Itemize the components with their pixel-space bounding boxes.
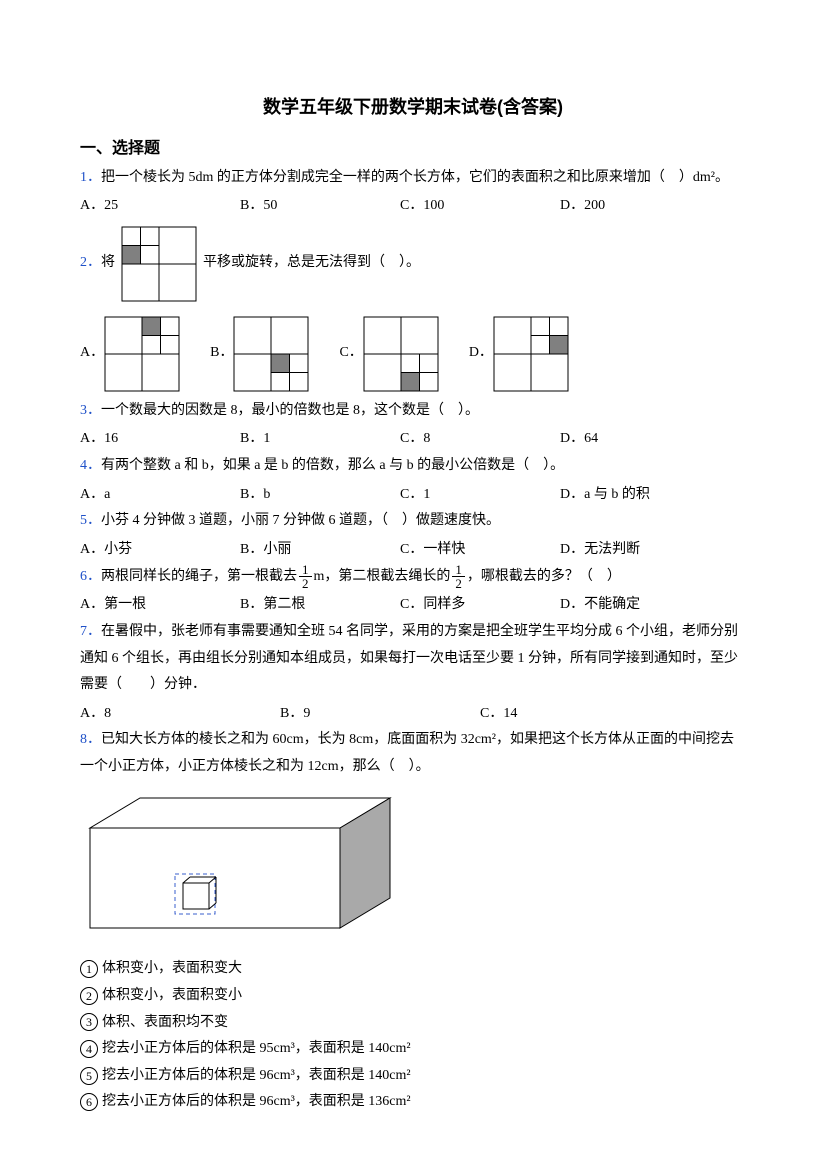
q2-options: A． B． [80, 316, 746, 392]
question-5: 5．小芬 4 分钟做 3 道题，小丽 7 分钟做 6 道题，（ ）做题速度快。 [80, 508, 746, 535]
q2-opt-c-figure [363, 316, 439, 392]
page-title: 数学五年级下册数学期末试卷(含答案) [80, 90, 746, 124]
question-8: 8．已知大长方体的棱长之和为 60cm，长为 8cm，底面面积为 32cm²，如… [80, 727, 746, 780]
q3-opt-a: A．16 [80, 426, 240, 453]
question-6: 6． 两根同样长的绳子，第一根截去 12 m，第二根截去绳长的 12 ，哪根截去… [80, 563, 746, 590]
q8-figure [80, 788, 746, 948]
q6-text-a: 两根同样长的绳子，第一根截去 [101, 564, 297, 591]
q6-opt-d: D．不能确定 [560, 592, 720, 619]
section-1-header: 一、选择题 [80, 134, 746, 164]
q8-number: 8． [80, 732, 101, 747]
q1-number: 1． [80, 170, 101, 185]
q2-opt-d-label: D． [469, 340, 493, 367]
q4-options: A．a B．b C．1 D．a 与 b 的积 [80, 482, 746, 509]
q1-opt-b: B．50 [240, 193, 400, 220]
q5-opt-a: A．小芬 [80, 537, 240, 564]
q8-item-6: 6挖去小正方体后的体积是 96cm³，表面积是 136cm² [80, 1089, 746, 1116]
q6-frac-1: 12 [299, 563, 312, 590]
q8-item-5: 5挖去小正方体后的体积是 96cm³，表面积是 140cm² [80, 1063, 746, 1090]
q5-text: 小芬 4 分钟做 3 道题，小丽 7 分钟做 6 道题，（ ）做题速度快。 [101, 513, 500, 528]
question-2: 2． 将 平移或旋转，总是无法得到（ ）。 [80, 226, 746, 302]
q3-opt-d: D．64 [560, 426, 720, 453]
q8-item-2: 2体积变小，表面积变小 [80, 983, 746, 1010]
q4-number: 4． [80, 458, 101, 473]
q4-opt-a: A．a [80, 482, 240, 509]
q4-opt-b: B．b [240, 482, 400, 509]
q6-opt-a: A．第一根 [80, 592, 240, 619]
q2-opt-a-figure [104, 316, 180, 392]
q7-opt-a: A．8 [80, 701, 280, 728]
q6-number: 6． [80, 564, 101, 591]
q3-number: 3． [80, 403, 101, 418]
q8-text: 已知大长方体的棱长之和为 60cm，长为 8cm，底面面积为 32cm²，如果把… [80, 732, 734, 774]
q5-opt-c: C．一样快 [400, 537, 560, 564]
q2-opt-b: B． [210, 316, 309, 392]
q1-opt-d: D．200 [560, 193, 720, 220]
question-4: 4．有两个整数 a 和 b，如果 a 是 b 的倍数，那么 a 与 b 的最小公… [80, 453, 746, 480]
q2-text-b: 平移或旋转，总是无法得到（ ）。 [203, 250, 420, 277]
q5-opt-b: B．小丽 [240, 537, 400, 564]
q4-text: 有两个整数 a 和 b，如果 a 是 b 的倍数，那么 a 与 b 的最小公倍数… [101, 458, 564, 473]
q7-opt-b: B．9 [280, 701, 480, 728]
q6-opt-c: C．同样多 [400, 592, 560, 619]
q5-opt-d: D．无法判断 [560, 537, 720, 564]
q2-stem-figure [121, 226, 197, 302]
q6-text-c: ，哪根截去的多？（ ） [467, 564, 621, 591]
q2-opt-d-figure [493, 316, 569, 392]
q3-text: 一个数最大的因数是 8，最小的倍数也是 8，这个数是（ ）。 [101, 403, 479, 418]
q6-opt-b: B．第二根 [240, 592, 400, 619]
q8-item-1: 1体积变小，表面积变大 [80, 956, 746, 983]
q8-item-4: 4挖去小正方体后的体积是 95cm³，表面积是 140cm² [80, 1036, 746, 1063]
q1-options: A．25 B．50 C．100 D．200 [80, 193, 746, 220]
q2-opt-a: A． [80, 316, 180, 392]
q1-text: 把一个棱长为 5dm 的正方体分割成完全一样的两个长方体，它们的表面积之和比原来… [101, 170, 729, 185]
q6-options: A．第一根 B．第二根 C．同样多 D．不能确定 [80, 592, 746, 619]
q2-opt-a-label: A． [80, 340, 104, 367]
q7-number: 7． [80, 624, 101, 639]
q7-opt-c: C．14 [480, 701, 680, 728]
q5-options: A．小芬 B．小丽 C．一样快 D．无法判断 [80, 537, 746, 564]
q4-opt-d: D．a 与 b 的积 [560, 482, 720, 509]
q6-frac-2: 12 [452, 563, 465, 590]
q1-opt-a: A．25 [80, 193, 240, 220]
q2-opt-b-figure [233, 316, 309, 392]
q5-number: 5． [80, 513, 101, 528]
q2-opt-d: D． [469, 316, 569, 392]
q8-item-3: 3体积、表面积均不变 [80, 1010, 746, 1037]
question-1: 1．把一个棱长为 5dm 的正方体分割成完全一样的两个长方体，它们的表面积之和比… [80, 165, 746, 192]
q2-text-a: 将 [101, 250, 115, 277]
q2-opt-c-label: C． [339, 340, 362, 367]
q3-options: A．16 B．1 C．8 D．64 [80, 426, 746, 453]
q2-opt-c: C． [339, 316, 438, 392]
q6-text-b: m，第二根截去绳长的 [314, 564, 451, 591]
q4-opt-c: C．1 [400, 482, 560, 509]
q2-number: 2． [80, 250, 101, 277]
question-3: 3．一个数最大的因数是 8，最小的倍数也是 8，这个数是（ ）。 [80, 398, 746, 425]
q1-opt-c: C．100 [400, 193, 560, 220]
q2-opt-b-label: B． [210, 340, 233, 367]
q3-opt-b: B．1 [240, 426, 400, 453]
question-7: 7．在暑假中，张老师有事需要通知全班 54 名同学，采用的方案是把全班学生平均分… [80, 619, 746, 699]
q7-options: A．8 B．9 C．14 [80, 701, 746, 728]
q7-text: 在暑假中，张老师有事需要通知全班 54 名同学，采用的方案是把全班学生平均分成 … [80, 624, 738, 692]
q3-opt-c: C．8 [400, 426, 560, 453]
